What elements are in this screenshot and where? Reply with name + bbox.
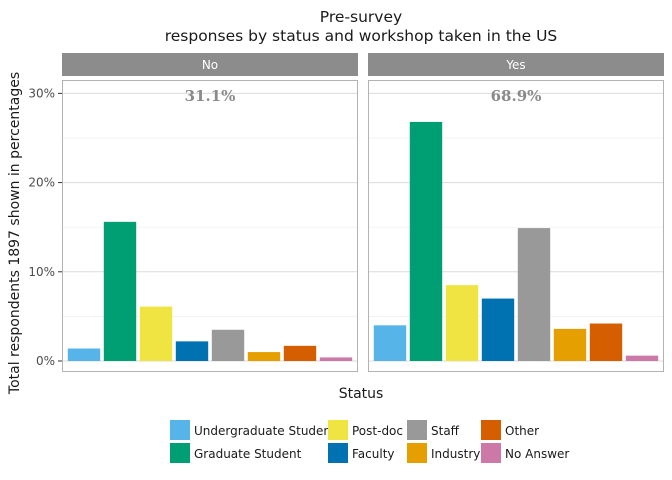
bar-yes-industry	[553, 328, 587, 361]
chart-title-line2: responses by status and workshop taken i…	[165, 27, 558, 45]
panel-no: No 31.1%	[62, 53, 358, 372]
legend-key	[170, 420, 190, 440]
bar-no-staff	[211, 329, 245, 361]
panel-yes: Yes 68.9%	[368, 53, 664, 372]
bar-no-industry	[247, 352, 281, 361]
bar-no-undergraduate-student	[67, 348, 101, 361]
y-axis: 0% 10% 20% 30%	[28, 86, 62, 368]
facet-strip-yes	[368, 53, 664, 76]
legend-item-staff: Staff	[407, 420, 460, 440]
bar-no-graduate-student	[103, 221, 137, 361]
legend-key	[481, 443, 501, 463]
facet-strip-label: No	[202, 58, 218, 72]
legend-label: Other	[505, 424, 539, 438]
legend-label: Staff	[431, 424, 460, 438]
legend-key	[407, 420, 427, 440]
panel-border	[62, 80, 358, 372]
bar-no-faculty	[175, 341, 209, 361]
bar-yes-other	[589, 323, 623, 361]
legend-item-post-doc: Post-doc	[328, 420, 403, 440]
legend-label: Industry	[431, 447, 480, 461]
facet-strip-label: Yes	[505, 58, 525, 72]
x-axis-title: Status	[339, 386, 384, 402]
legend: Undergraduate Student Graduate Student Pos…	[170, 420, 569, 463]
legend-item-other: Other	[481, 420, 539, 440]
bar-no-no-answer	[319, 357, 353, 361]
legend-item-no-answer: No Answer	[481, 443, 569, 463]
panel-total-label: 31.1%	[185, 87, 236, 105]
y-axis-title: Total respondents 1897 shown in percenta…	[7, 72, 23, 395]
legend-key	[328, 443, 348, 463]
chart-title-line1: Pre-survey	[320, 8, 402, 26]
legend-label: Faculty	[352, 447, 395, 461]
legend-item-industry: Industry	[407, 443, 480, 463]
bar-no-other	[283, 345, 317, 361]
legend-key	[481, 420, 501, 440]
legend-label: Graduate Student	[194, 447, 302, 461]
bar-yes-graduate-student	[409, 121, 443, 361]
y-tick-label: 30%	[28, 86, 55, 100]
bar-no-post-doc	[139, 306, 173, 361]
bar-yes-staff	[517, 228, 551, 361]
y-tick-label: 10%	[28, 265, 55, 279]
legend-label: No Answer	[505, 447, 569, 461]
legend-item-undergraduate-student: Undergraduate Student	[170, 420, 336, 440]
facet-panels: No 31.1% Yes 68.9%	[62, 53, 664, 372]
bar-yes-post-doc	[445, 285, 479, 361]
bar-yes-no-answer	[625, 355, 659, 361]
facet-strip-no	[62, 53, 358, 76]
panel-border	[368, 80, 664, 372]
bar-yes-faculty	[481, 298, 515, 361]
bar-yes-undergraduate-student	[373, 325, 407, 361]
legend-item-graduate-student: Graduate Student	[170, 443, 302, 463]
legend-label: Undergraduate Student	[194, 424, 336, 438]
panel-total-label: 68.9%	[491, 87, 542, 105]
y-tick-label: 0%	[36, 354, 55, 368]
legend-key	[328, 420, 348, 440]
legend-item-faculty: Faculty	[328, 443, 395, 463]
y-tick-label: 20%	[28, 176, 55, 190]
legend-key	[170, 443, 190, 463]
legend-key	[407, 443, 427, 463]
legend-label: Post-doc	[352, 424, 403, 438]
